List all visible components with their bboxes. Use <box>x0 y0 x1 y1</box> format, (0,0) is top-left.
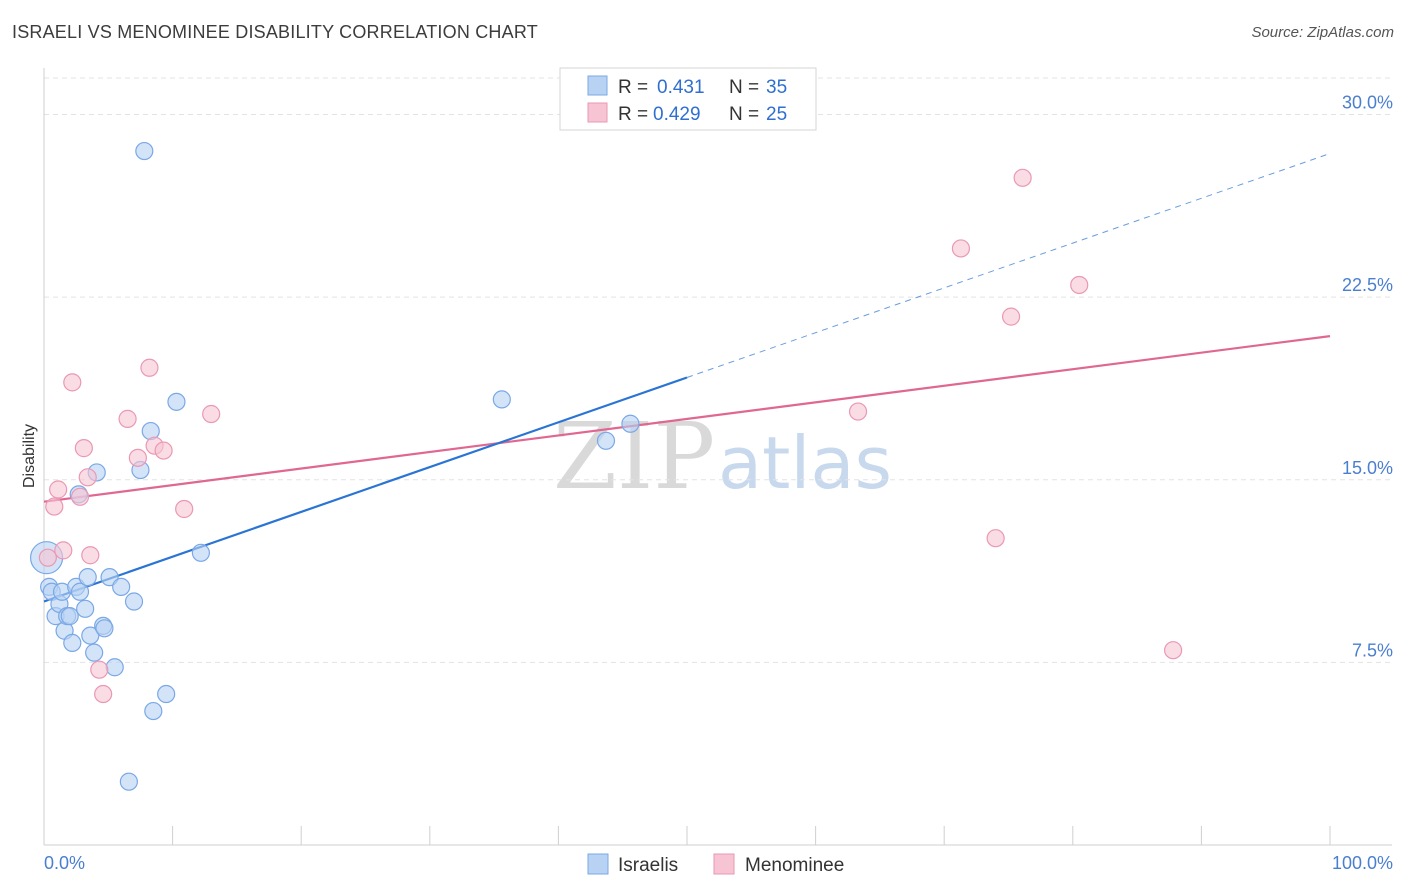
y-tick-label-0: 7.5% <box>1352 640 1393 660</box>
israelis-point-20 <box>100 568 119 587</box>
menominee-trend-line <box>43 335 1331 503</box>
israelis-point-19 <box>95 619 114 638</box>
menominee-point-9 <box>90 660 109 679</box>
source-credit: Source: ZipAtlas.com <box>1251 24 1394 41</box>
legend-n-label-pink: N = <box>729 104 759 125</box>
israelis-point-16 <box>85 643 104 662</box>
menominee-point-3 <box>54 541 73 560</box>
grid-lines <box>44 77 1392 663</box>
x-tick-label-0: 0.0% <box>44 853 85 873</box>
bottom-legend-swatch-menominee <box>713 853 735 875</box>
watermark: ZIP atlas <box>553 403 892 510</box>
legend: R = 0.431 N = 35 R = 0.429 N = 25 <box>559 67 817 131</box>
bottom-legend: Israelis Menominee <box>587 853 844 876</box>
israelis-point-12 <box>70 582 90 601</box>
y-axis-label: Disability <box>21 424 38 488</box>
legend-r-value-pink: 0.429 <box>653 104 701 125</box>
israelis-point-30 <box>167 392 186 411</box>
bottom-legend-label-menominee: Menominee <box>745 855 844 876</box>
menominee-point-10 <box>94 684 113 704</box>
israelis-point-29 <box>157 684 176 704</box>
menominee-point-16 <box>175 499 194 519</box>
x-tick-labels: 0.0% 100.0% <box>44 853 1393 873</box>
menominee-point-8 <box>81 546 100 565</box>
israelis-point-33 <box>596 431 616 450</box>
menominee-point-19 <box>951 239 971 258</box>
y-tick-label-1: 15.0% <box>1342 458 1393 478</box>
menominee-point-22 <box>1013 168 1032 187</box>
menominee-point-21 <box>1001 307 1021 326</box>
legend-r-label-blue: R = <box>618 77 648 98</box>
data-points <box>29 141 1183 791</box>
israelis-point-26 <box>135 141 154 161</box>
legend-swatch-blue <box>587 75 608 96</box>
israelis-point-8 <box>60 607 79 626</box>
bottom-legend-swatch-israelis <box>587 853 609 875</box>
menominee-point-0 <box>38 548 57 567</box>
menominee-point-6 <box>74 439 93 458</box>
israelis-point-28 <box>144 701 163 721</box>
legend-r-value-blue: 0.431 <box>657 77 705 98</box>
menominee-point-18 <box>848 402 868 421</box>
israelis-point-34 <box>621 414 640 433</box>
menominee-point-24 <box>1164 641 1183 660</box>
israelis-point-32 <box>492 390 511 409</box>
bottom-legend-label-israelis: Israelis <box>618 855 678 876</box>
menominee-point-13 <box>140 358 159 377</box>
israelis-point-23 <box>119 772 138 791</box>
israelis-point-14 <box>78 568 97 587</box>
menominee-point-23 <box>1070 275 1089 295</box>
menominee-point-20 <box>986 529 1005 548</box>
menominee-point-4 <box>63 373 82 392</box>
y-tick-label-2: 22.5% <box>1342 275 1393 295</box>
menominee-point-12 <box>128 448 147 467</box>
chart-title: ISRAELI VS MENOMINEE DISABILITY CORRELAT… <box>12 22 538 42</box>
israelis-point-24 <box>124 592 144 611</box>
legend-n-label-blue: N = <box>729 77 759 98</box>
menominee-point-5 <box>70 487 90 506</box>
israelis-trend-line <box>43 376 688 603</box>
legend-r-label-pink: R = <box>618 104 648 125</box>
menominee-point-1 <box>45 497 64 516</box>
axes <box>43 68 1392 846</box>
menominee-point-15 <box>154 441 173 460</box>
israelis-point-15 <box>81 626 100 645</box>
legend-n-value-pink: 25 <box>766 104 787 125</box>
x-tick-label-1: 100.0% <box>1332 853 1393 873</box>
israelis-point-22 <box>112 577 131 596</box>
y-tick-labels: 7.5% 15.0% 22.5% 30.0% <box>1342 93 1393 661</box>
menominee-point-7 <box>78 468 97 487</box>
legend-swatch-pink <box>587 102 608 123</box>
legend-n-value-blue: 35 <box>766 77 787 98</box>
menominee-point-11 <box>118 409 137 428</box>
israelis-point-31 <box>191 543 210 562</box>
israelis-trend-extension <box>686 153 1331 378</box>
menominee-point-2 <box>49 480 68 499</box>
israelis-point-13 <box>76 599 95 618</box>
israelis-point-21 <box>105 658 124 677</box>
y-tick-label-3: 30.0% <box>1342 93 1393 113</box>
menominee-point-17 <box>202 404 221 424</box>
watermark-atlas: atlas <box>718 421 892 505</box>
trend-lines <box>43 153 1331 603</box>
israelis-point-9 <box>63 633 82 653</box>
